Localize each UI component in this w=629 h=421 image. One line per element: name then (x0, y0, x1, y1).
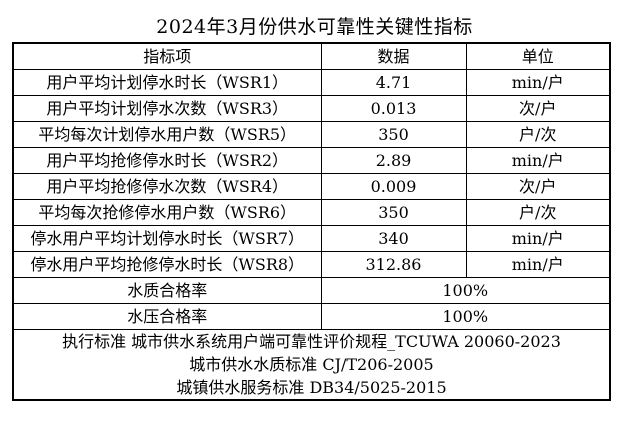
table-row: 用户平均抢修停水次数（WSR4） 0.009 次/户 (12, 173, 611, 200)
unit-cell: 次/户 (465, 95, 611, 122)
col-header-data: 数据 (320, 42, 467, 70)
rate-value-cell: 100% (320, 303, 611, 330)
table-row: 停水用户平均抢修停水时长（WSR8） 312.86 min/户 (12, 251, 611, 278)
data-value-cell: 4.71 (320, 69, 467, 96)
unit-cell: 户/次 (465, 121, 611, 148)
data-value-cell: 0.013 (320, 95, 467, 122)
data-value-cell: 2.89 (320, 147, 467, 174)
rate-row: 水质合格率 100% (12, 277, 611, 304)
indicator-name-cell: 用户平均抢修停水次数（WSR4） (12, 173, 322, 200)
page-title: 2024年3月份供水可靠性关键性指标 (156, 16, 473, 38)
col-header-indicator: 指标项 (12, 42, 322, 70)
rate-row: 水压合格率 100% (12, 303, 611, 330)
table-row: 用户平均计划停水次数（WSR3） 0.013 次/户 (12, 95, 611, 122)
unit-cell: min/户 (465, 69, 611, 96)
table-row: 用户平均抢修停水时长（WSR2） 2.89 min/户 (12, 147, 611, 174)
data-value-cell: 312.86 (320, 251, 467, 278)
indicators-table: 指标项 数据 单位 用户平均计划停水时长（WSR1） 4.71 min/户 用户平均计… (12, 42, 611, 401)
standards-footer-cell: 执行标准 城市供水系统用户端可靠性评价规程_TCUWA 20060-2023 城市… (12, 329, 611, 401)
standards-footer-row: 执行标准 城市供水系统用户端可靠性评价规程_TCUWA 20060-2023 城市… (12, 329, 611, 401)
indicator-name-cell: 平均每次计划停水用户数（WSR5） (12, 121, 322, 148)
unit-cell: min/户 (465, 251, 611, 278)
standard-line: 城镇供水服务标准 DB34/5025-2015 (176, 378, 447, 397)
table-row: 平均每次计划停水用户数（WSR5） 350 户/次 (12, 121, 611, 148)
standard-line: 执行标准 城市供水系统用户端可靠性评价规程_TCUWA 20060-2023 (62, 332, 561, 351)
rate-value-cell: 100% (320, 277, 611, 304)
rate-name-cell: 水压合格率 (12, 303, 322, 330)
unit-cell: min/户 (465, 225, 611, 252)
rate-name-cell: 水质合格率 (12, 277, 322, 304)
indicator-name-cell: 平均每次抢修停水用户数（WSR6） (12, 199, 322, 226)
unit-cell: 户/次 (465, 199, 611, 226)
unit-cell: min/户 (465, 147, 611, 174)
table-row: 停水用户平均计划停水时长（WSR7） 340 min/户 (12, 225, 611, 252)
table-row: 用户平均计划停水时长（WSR1） 4.71 min/户 (12, 69, 611, 96)
indicator-name-cell: 用户平均计划停水次数（WSR3） (12, 95, 322, 122)
col-header-unit: 单位 (465, 42, 611, 70)
table-row: 平均每次抢修停水用户数（WSR6） 350 户/次 (12, 199, 611, 226)
header-row: 指标项 数据 单位 (12, 42, 611, 70)
unit-cell: 次/户 (465, 173, 611, 200)
indicator-name-cell: 停水用户平均抢修停水时长（WSR8） (12, 251, 322, 278)
data-value-cell: 340 (320, 225, 467, 252)
data-value-cell: 0.009 (320, 173, 467, 200)
indicator-name-cell: 停水用户平均计划停水时长（WSR7） (12, 225, 322, 252)
indicator-name-cell: 用户平均抢修停水时长（WSR2） (12, 147, 322, 174)
data-value-cell: 350 (320, 199, 467, 226)
data-value-cell: 350 (320, 121, 467, 148)
indicator-name-cell: 用户平均计划停水时长（WSR1） (12, 69, 322, 96)
standard-line: 城市供水水质标准 CJ/T206-2005 (189, 355, 434, 374)
